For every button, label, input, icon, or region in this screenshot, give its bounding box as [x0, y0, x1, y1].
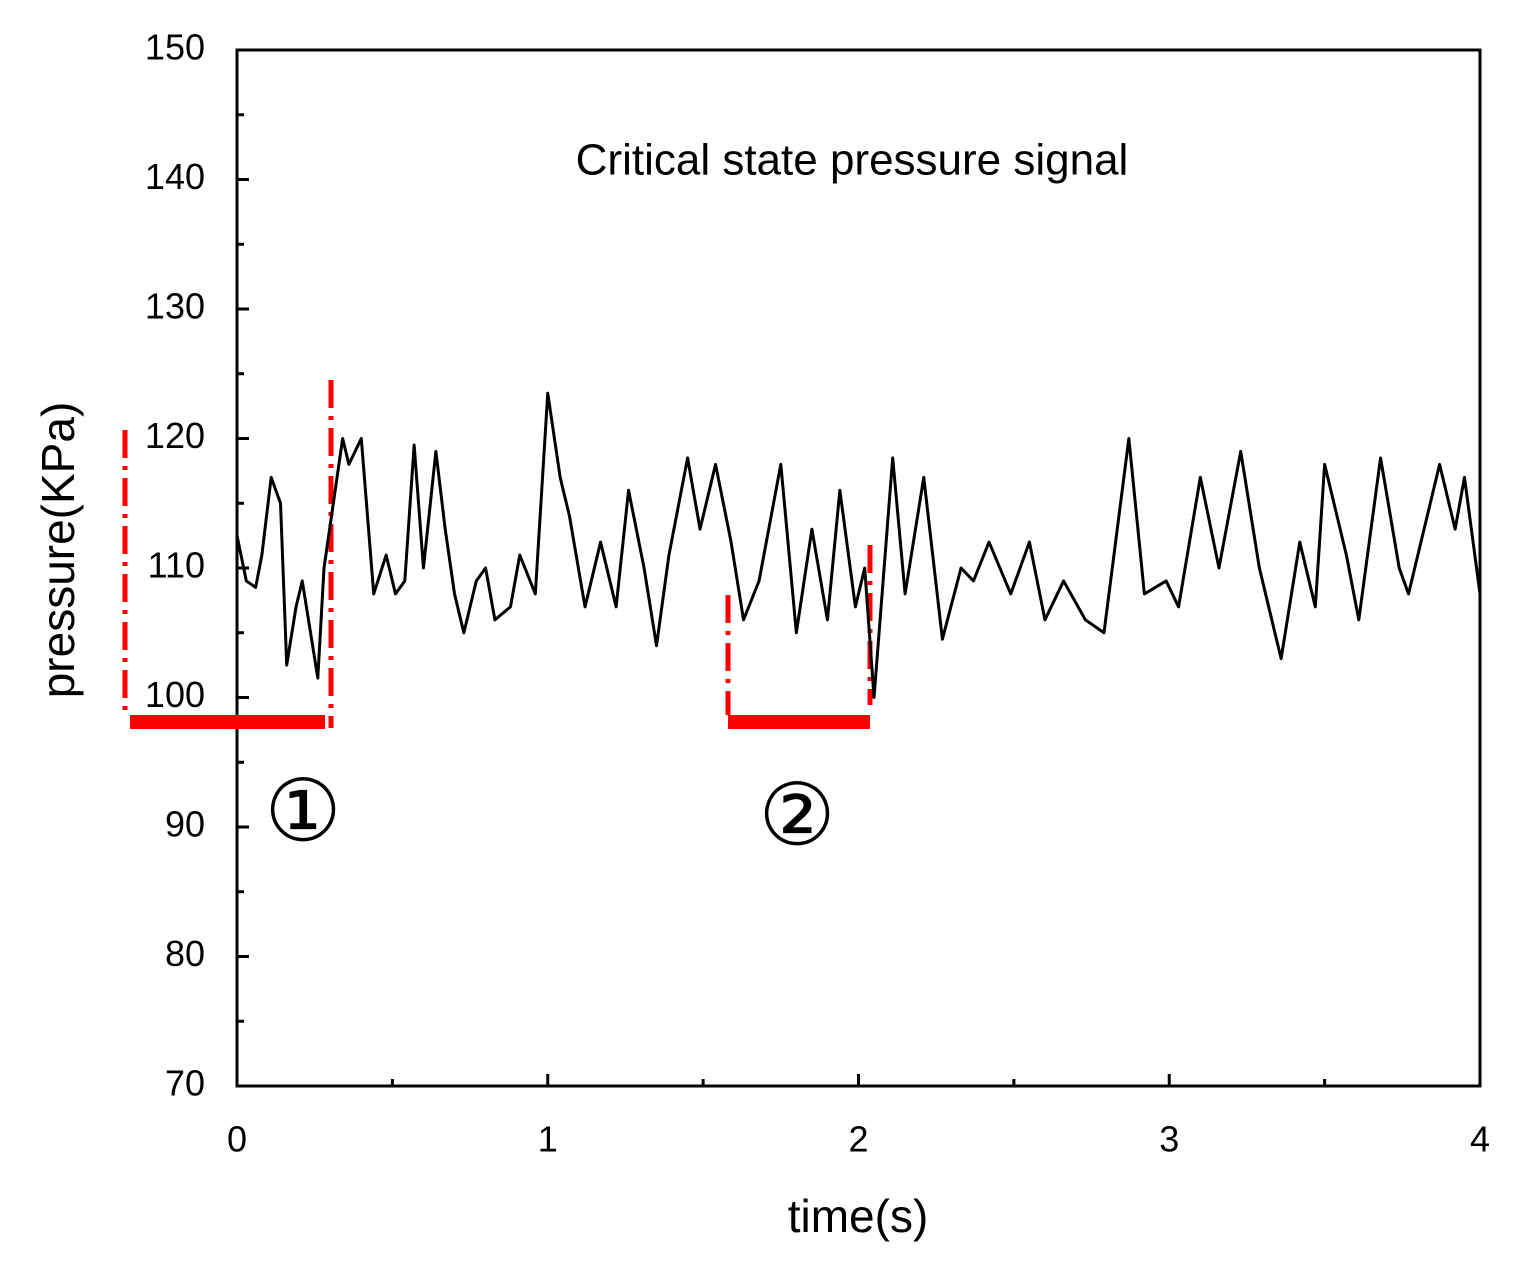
x-tick-label: 4 — [1470, 1119, 1490, 1160]
y-tick-label: 130 — [145, 286, 205, 327]
y-tick-label: 80 — [165, 933, 205, 974]
y-tick-label: 150 — [145, 27, 205, 68]
y-tick-label: 90 — [165, 804, 205, 845]
x-axis-label: time(s) — [788, 1190, 929, 1242]
y-tick-label: 140 — [145, 156, 205, 197]
y-tick-label: 110 — [148, 545, 205, 586]
x-tick-label: 1 — [538, 1119, 558, 1160]
region-markers — [122, 380, 873, 729]
annotation: ② — [758, 766, 835, 866]
annotation: ① — [264, 762, 341, 862]
y-axis-label: pressure(KPa) — [32, 402, 84, 699]
x-tick-label: 3 — [1159, 1119, 1179, 1160]
y-tick-label: 70 — [165, 1063, 205, 1104]
x-tick-label: 2 — [848, 1119, 868, 1160]
y-tick-label: 100 — [145, 674, 205, 715]
y-tick-label: 120 — [145, 415, 205, 456]
x-tick-label: 0 — [227, 1119, 247, 1160]
annotation: Critical state pressure signal — [576, 136, 1129, 185]
data-line — [235, 391, 1482, 699]
